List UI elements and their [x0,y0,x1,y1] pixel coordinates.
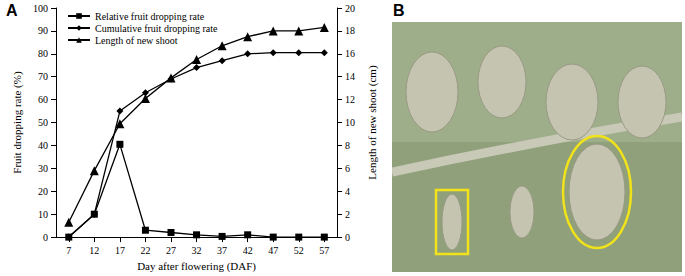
svg-text:52: 52 [294,245,304,256]
svg-text:Day after flowering (DAF): Day after flowering (DAF) [137,260,256,273]
svg-text:14: 14 [345,71,355,82]
svg-text:60: 60 [38,94,48,105]
svg-text:16: 16 [345,48,355,59]
svg-text:6: 6 [345,163,350,174]
svg-text:90: 90 [38,25,48,36]
svg-text:27: 27 [166,245,176,256]
svg-text:10: 10 [38,209,48,220]
svg-text:22: 22 [140,245,150,256]
svg-text:8: 8 [345,140,350,151]
svg-text:0: 0 [345,232,350,243]
svg-text:2: 2 [345,209,350,220]
svg-text:18: 18 [345,25,355,36]
svg-text:80: 80 [38,48,48,59]
svg-text:4: 4 [345,186,350,197]
svg-text:17: 17 [115,245,125,256]
svg-text:Relative fruit dropping rate: Relative fruit dropping rate [95,11,205,22]
svg-text:Cumulative fruit dropping rate: Cumulative fruit dropping rate [95,23,218,34]
html-text:B: B [393,2,405,19]
svg-text:47: 47 [268,245,278,256]
svg-text:20: 20 [345,3,355,14]
svg-text:20: 20 [38,186,48,197]
svg-text:12: 12 [345,94,355,105]
svg-text:57: 57 [319,245,329,256]
svg-text:10: 10 [345,117,355,128]
svg-text:42: 42 [243,245,253,256]
svg-text:0: 0 [43,232,48,243]
svg-text:12: 12 [89,245,99,256]
svg-text:37: 37 [217,245,227,256]
svg-text:40: 40 [38,140,48,151]
svg-text:50: 50 [38,117,48,128]
svg-text:30: 30 [38,163,48,174]
svg-text:Length of new shoot: Length of new shoot [95,35,178,46]
svg-text:Fruit dropping rate (%): Fruit dropping rate (%) [11,71,24,174]
svg-text:Length of new shoot (cm): Length of new shoot (cm) [366,65,379,180]
svg-text:100: 100 [33,3,48,14]
svg-text:32: 32 [192,245,202,256]
svg-text:7: 7 [66,245,71,256]
html-text:A: A [6,2,18,19]
svg-text:70: 70 [38,71,48,82]
